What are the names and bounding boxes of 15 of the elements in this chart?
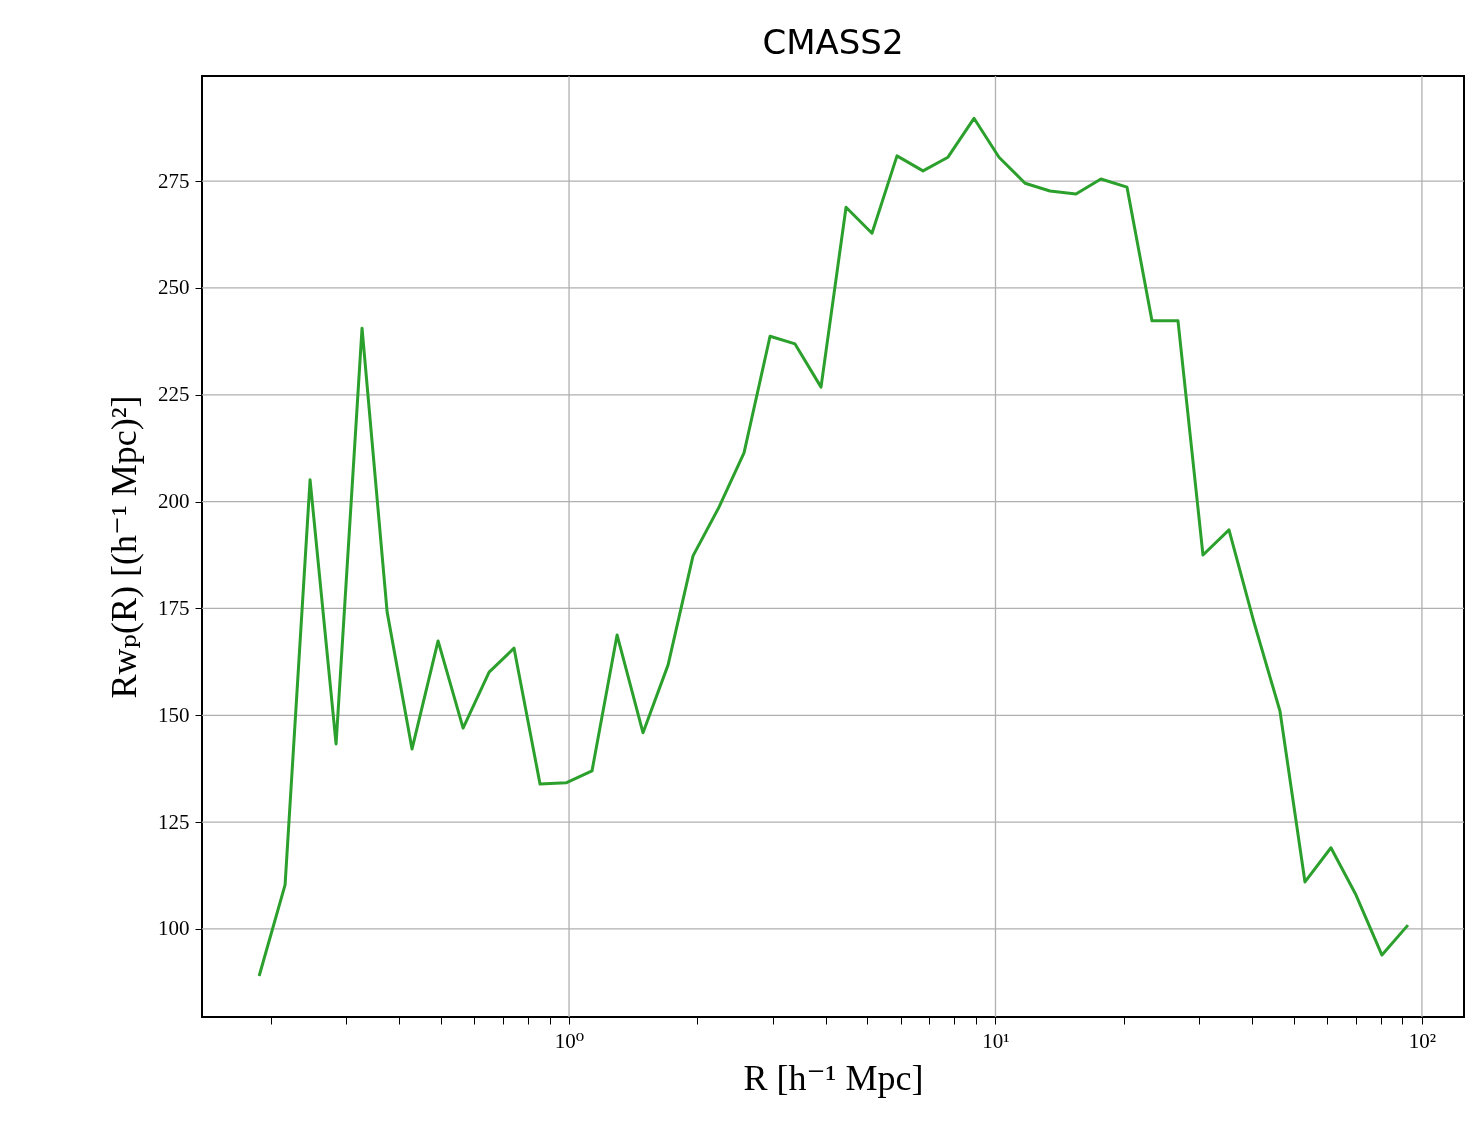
x-axis-title: R [h⁻¹ Mpc] (743, 1057, 924, 1098)
y-tick-label: 175 (158, 595, 190, 620)
y-tick-label: 200 (158, 489, 190, 514)
y-tick-label: 250 (158, 275, 190, 300)
y-tick-label: 125 (158, 809, 190, 834)
y-tick-label: 225 (158, 382, 190, 407)
line-series (257, 116, 1410, 978)
y-tick-label: 275 (158, 168, 190, 193)
chart-title: CMASS2 (762, 22, 904, 63)
y-tick-label: 100 (158, 916, 190, 941)
y-axis-title: Rwₚ(R) [(h⁻¹ Mpc)²] (104, 395, 144, 699)
y-tick-label: 150 (158, 702, 190, 727)
x-tick-label: 10¹ (982, 1028, 1010, 1053)
x-tick-label: 10⁰ (554, 1028, 585, 1053)
x-tick-label: 10² (1408, 1028, 1437, 1053)
